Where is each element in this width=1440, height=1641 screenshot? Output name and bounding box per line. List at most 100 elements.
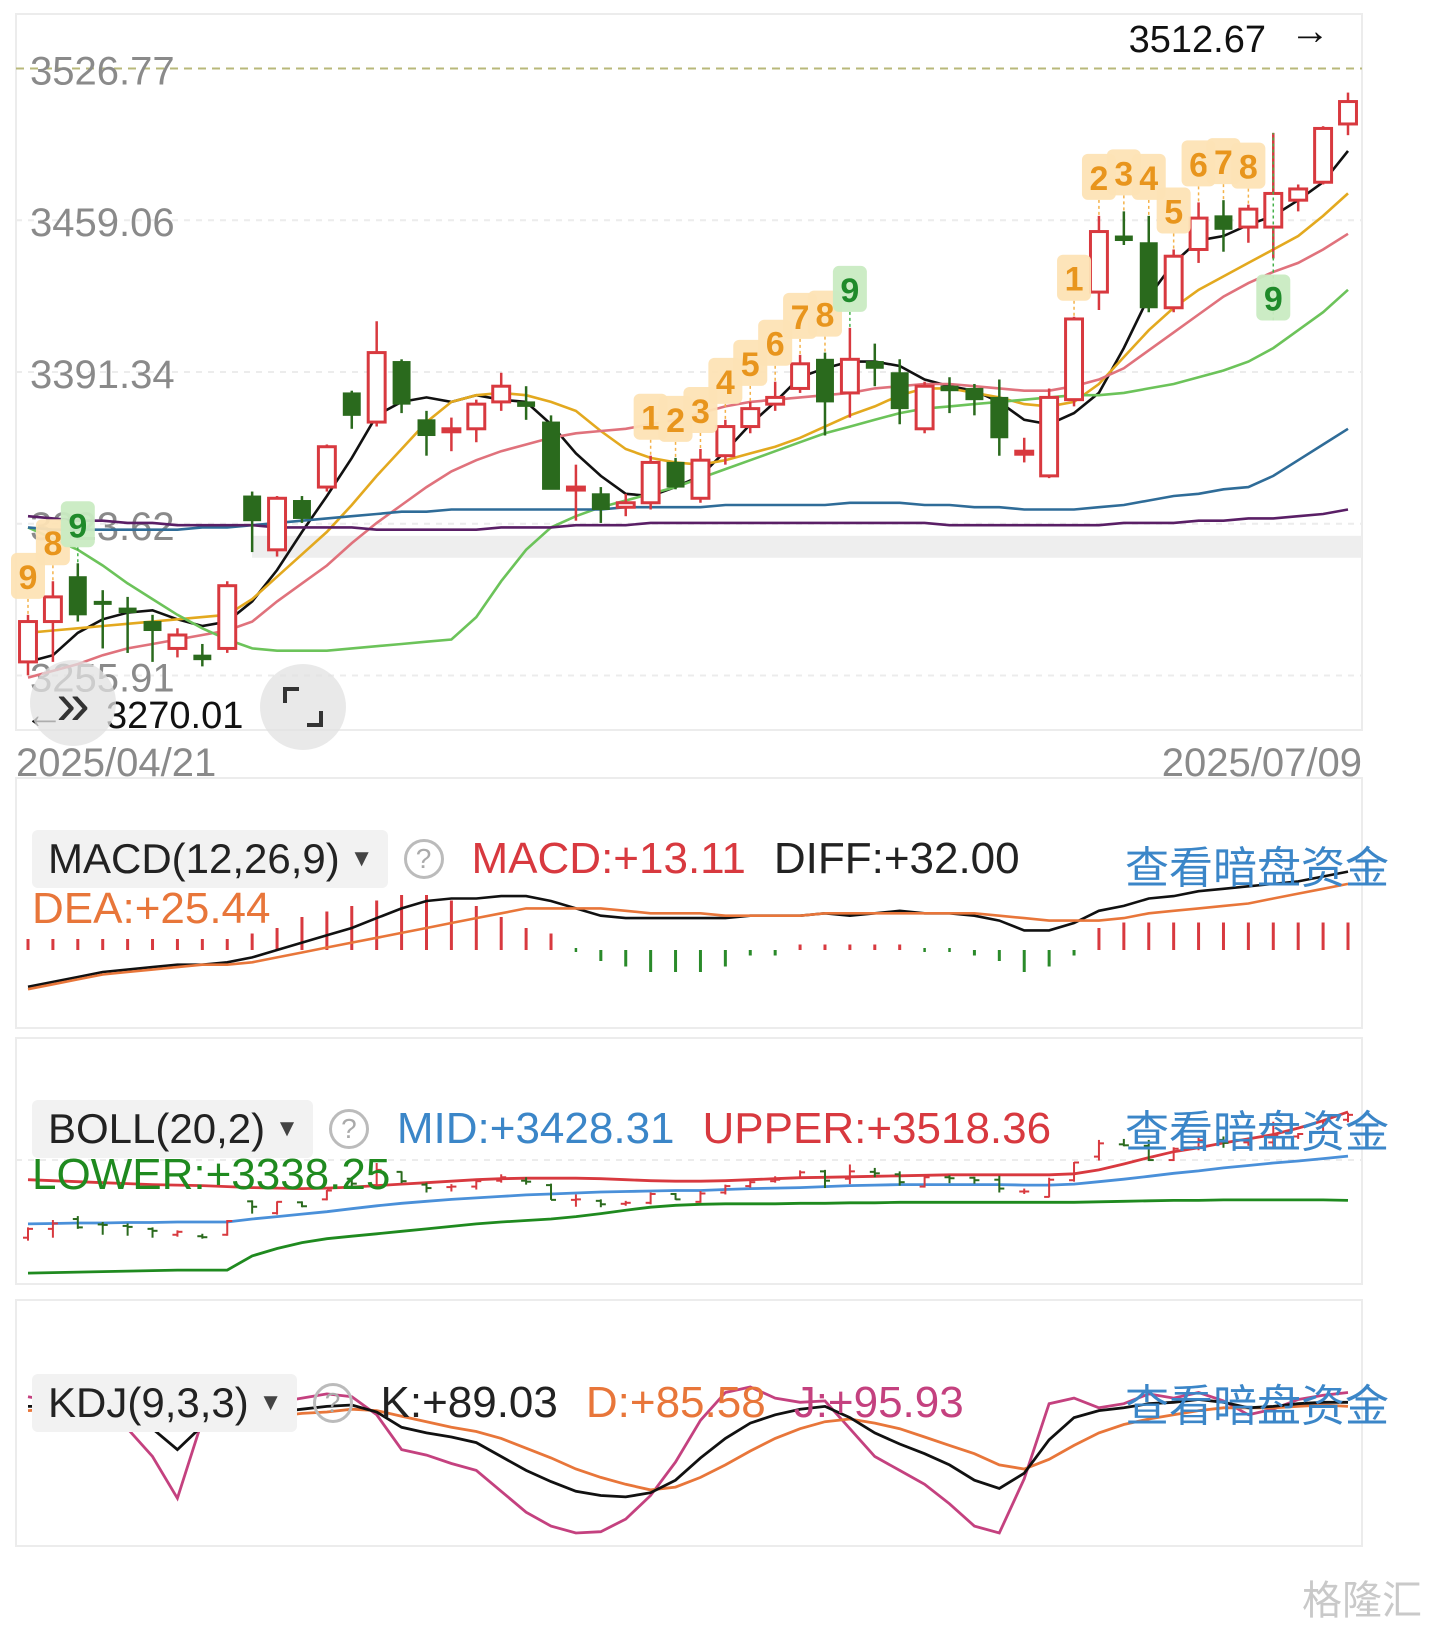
td-badge-bg <box>1156 187 1191 234</box>
high-arrow-icon: → <box>1290 9 1330 53</box>
candle-body-down <box>990 396 1009 439</box>
macd-dark-pool-link[interactable]: 查看暗盘资金 <box>1125 844 1389 893</box>
high-price-label: 3512.67 <box>1129 19 1266 61</box>
candle-body-down <box>417 419 436 437</box>
candle-body-down <box>816 358 834 403</box>
candle-body-down <box>68 576 87 616</box>
kdj-selector[interactable]: KDJ(9,3,3) ▼ <box>32 1374 297 1432</box>
candle-body-up <box>715 425 736 458</box>
candle-body-up <box>366 351 387 424</box>
candle-body-up <box>217 584 238 650</box>
boll-header: BOLL(20,2) ▼ ? MID:+3428.31 UPPER:+3518.… <box>32 1098 1079 1160</box>
macd-value: MACD:+13.11 <box>471 834 746 883</box>
boll-selector[interactable]: BOLL(20,2) ▼ <box>32 1100 313 1158</box>
candle-body-up <box>441 427 462 434</box>
candle-body-down <box>193 654 212 661</box>
td-badge-bg <box>1256 274 1291 321</box>
date-end-label: 2025/07/09 <box>1162 741 1362 785</box>
candle-body-up <box>640 460 661 505</box>
lower-value: LOWER:+3338.25 <box>32 1150 391 1199</box>
candle-body-down <box>143 621 162 632</box>
candle-body-up <box>316 445 337 489</box>
candle-body-up <box>790 362 811 390</box>
double-chevron-icon: » <box>56 669 90 737</box>
td-badge-bg <box>832 265 867 312</box>
candle-body-up <box>1088 230 1109 294</box>
candle-body-up <box>18 620 38 664</box>
candle-body-up <box>466 402 487 431</box>
kdj-help-icon[interactable]: ? <box>312 1383 353 1423</box>
boll-params-label: BOLL(20,2) <box>48 1105 266 1152</box>
td-badge-bg <box>1057 254 1092 301</box>
macd-header: MACD(12,26,9) ▼ ? MACD:+13.11 DIFF:+32.0… <box>32 828 1048 890</box>
td-badge-number: 7 <box>791 299 810 337</box>
macd-help-icon[interactable]: ? <box>403 839 444 879</box>
dropdown-arrow-icon: ▼ <box>258 1389 283 1416</box>
kdj-dark-pool-link[interactable]: 查看暗盘资金 <box>1125 1382 1389 1431</box>
candle-body-up <box>765 395 786 406</box>
dea-value: DEA:+25.44 <box>32 884 271 933</box>
kdj-header: KDJ(9,3,3) ▼ ? K:+89.03 D:+85.58 J:+95.9… <box>32 1372 992 1434</box>
td-badge-number: 9 <box>840 272 859 310</box>
expand-icon <box>283 687 323 727</box>
candle-body-down <box>1139 242 1158 309</box>
j-value: J:+95.93 <box>793 1378 964 1427</box>
kdj-params-label: KDJ(9,3,3) <box>48 1379 249 1426</box>
td-badge-number: 9 <box>1264 280 1283 318</box>
candle-body-up <box>839 357 860 395</box>
help-glyph: ? <box>415 843 432 874</box>
td-badge-number: 7 <box>1214 144 1233 182</box>
kdj-panel-frame <box>15 1299 1363 1547</box>
diff-value: DIFF:+32.00 <box>773 834 1020 883</box>
macd-selector[interactable]: MACD(12,26,9) ▼ <box>32 830 388 888</box>
boll-upper-line <box>27 1110 1349 1191</box>
macd-panel-frame <box>15 777 1363 1029</box>
candle-body-up <box>1288 187 1309 202</box>
candle-body-up <box>1163 254 1184 310</box>
upper-value: UPPER:+3518.36 <box>702 1104 1052 1153</box>
td-badge-number: 2 <box>1089 160 1108 198</box>
candle-body-up <box>1039 395 1060 478</box>
mid-value: MID:+3428.31 <box>396 1104 675 1153</box>
td-badge-number: 1 <box>641 400 660 438</box>
candle-body-down <box>1214 215 1233 230</box>
fullscreen-button[interactable] <box>260 664 346 750</box>
candle-body-down <box>292 500 311 519</box>
td-badge-bg <box>11 552 45 599</box>
td-badge-bg <box>1131 153 1166 200</box>
td-badge-number: 8 <box>43 525 62 563</box>
d-value: D:+85.58 <box>585 1378 766 1427</box>
candle-body-up <box>740 407 761 429</box>
watermark: 格隆汇 <box>1302 1579 1422 1623</box>
candle-body-up <box>42 595 63 624</box>
td-badge-number: 5 <box>1164 193 1183 231</box>
candle-body-down <box>1114 235 1133 242</box>
td-badge-number: 9 <box>19 559 38 597</box>
td-badge-bg <box>60 501 95 548</box>
candle-body-down <box>392 361 411 405</box>
candle-body-up <box>491 384 512 404</box>
td-badge-number: 4 <box>1139 160 1158 198</box>
diff-line <box>27 870 1349 989</box>
td-badge-number: 8 <box>1239 149 1258 187</box>
td-badge-number: 5 <box>741 346 760 384</box>
candle-body-up <box>1338 100 1358 126</box>
scroll-left-button[interactable]: » <box>30 660 116 746</box>
boll-help-icon[interactable]: ? <box>328 1109 369 1149</box>
ma-line-4 <box>27 288 1349 652</box>
candle-body-down <box>965 387 984 401</box>
help-glyph: ? <box>324 1387 341 1418</box>
candle-body-up <box>1064 317 1085 402</box>
date-start-label: 2025/04/21 <box>16 741 216 785</box>
td-badge-number: 6 <box>1189 146 1208 184</box>
dea-line <box>27 882 1349 991</box>
candle-body-down <box>542 421 560 490</box>
td-badge-number: 3 <box>1114 155 1133 193</box>
td-badge-bg <box>1231 142 1266 189</box>
ma-line-5 <box>27 427 1349 531</box>
boll-dark-pool-link[interactable]: 查看暗盘资金 <box>1125 1108 1389 1157</box>
td-badge-number: 9 <box>68 507 87 545</box>
td-badge-number: 3 <box>691 393 710 431</box>
candle-body-up <box>1188 216 1209 251</box>
